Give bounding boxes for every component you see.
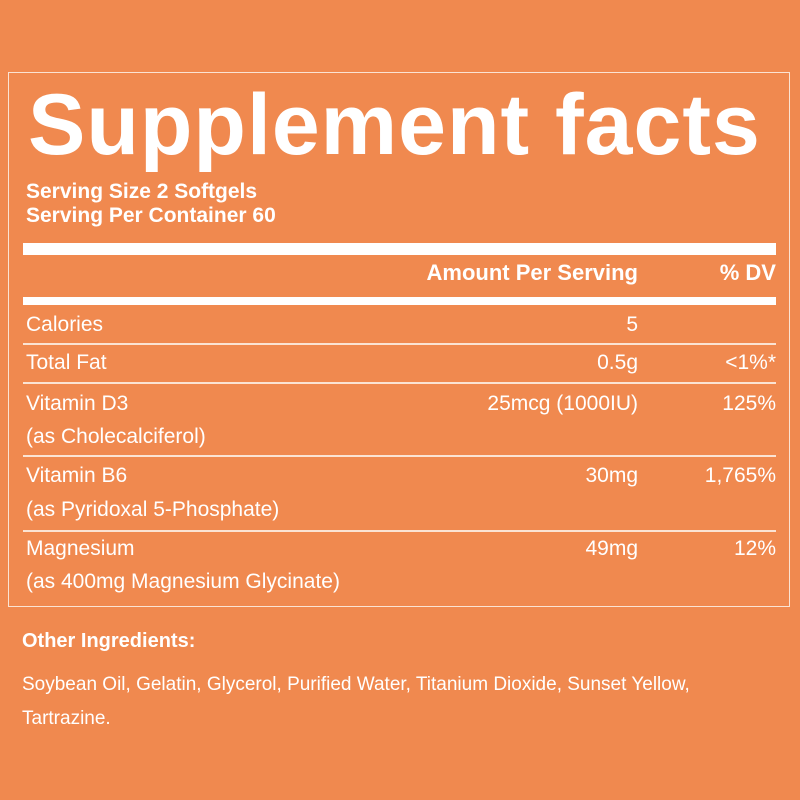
row-divider (23, 343, 776, 345)
row-divider (23, 382, 776, 384)
nutrient-name: Vitamin D3 (26, 392, 129, 415)
nutrient-name: Magnesium (26, 537, 135, 560)
nutrient-amount: 0.5g (597, 351, 638, 374)
nutrient-dv: <1%* (725, 351, 776, 374)
nutrient-source: (as Cholecalciferol) (26, 425, 206, 448)
other-ingredients-text: Soybean Oil, Gelatin, Glycerol, Purified… (22, 674, 690, 729)
nutrient-dv: 1,765% (704, 464, 776, 487)
header-divider (23, 297, 776, 305)
amount-header: Amount Per Serving (426, 260, 638, 285)
other-ingredients-heading: Other Ingredients: (22, 630, 196, 652)
row-divider (23, 530, 776, 532)
nutrient-source: (as 400mg Magnesium Glycinate) (26, 570, 340, 593)
dv-header: % DV (719, 260, 776, 285)
nutrient-name: Total Fat (26, 351, 107, 374)
nutrient-amount: 25mcg (1000IU) (487, 392, 638, 415)
nutrient-name: Vitamin B6 (26, 464, 128, 487)
servings-per-container: Serving Per Container 60 (26, 204, 276, 227)
nutrient-dv: 12% (733, 537, 776, 560)
nutrient-amount: 30mg (585, 464, 638, 487)
nutrient-name: Calories (26, 313, 104, 336)
nutrient-dv: 125% (722, 392, 776, 415)
nutrient-amount: 5 (626, 313, 638, 336)
serving-size: Serving Size 2 Softgels (26, 180, 258, 203)
facts-border (8, 72, 790, 607)
page-title: Supplement facts (28, 77, 761, 173)
thick-divider (23, 243, 776, 255)
row-divider (23, 455, 776, 457)
nutrient-source: (as Pyridoxal 5-Phosphate) (26, 498, 280, 521)
nutrient-amount: 49mg (585, 537, 638, 560)
